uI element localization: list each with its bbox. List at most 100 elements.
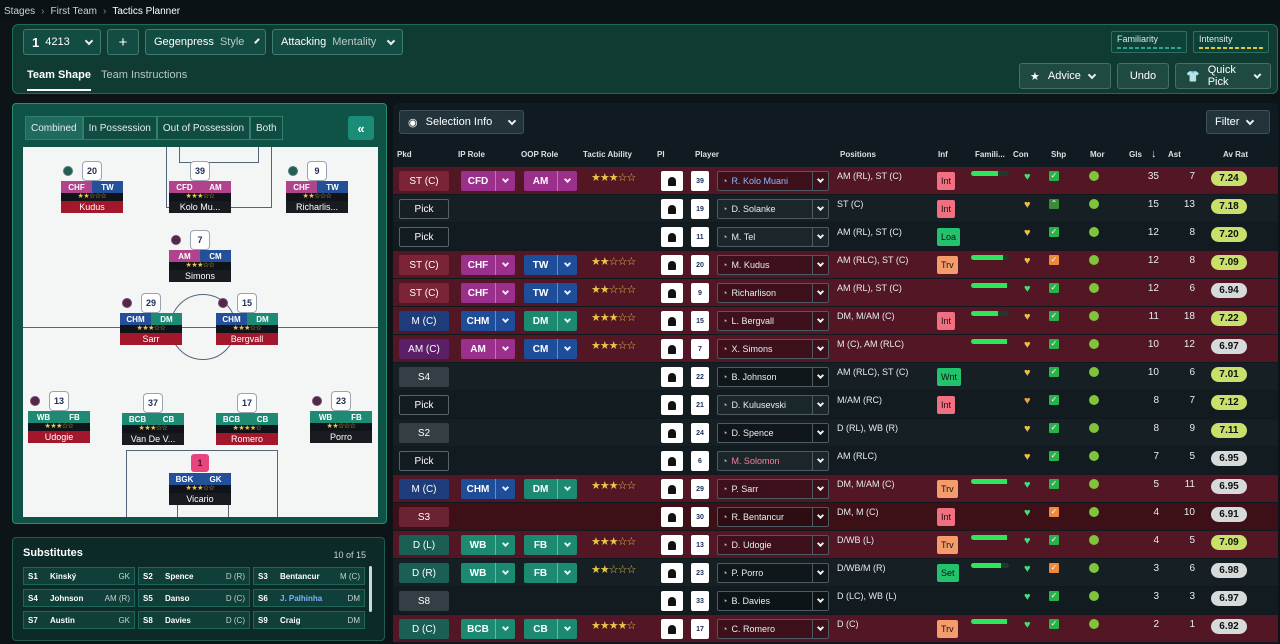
oop-role-select[interactable]: CM bbox=[524, 339, 577, 359]
table-row[interactable]: S2 24 ◔ D. Spence D (RL), WB (R) ♥ ✓ 8 9 7.11 bbox=[393, 419, 1278, 447]
ip-role-select[interactable]: CHF bbox=[461, 283, 515, 303]
familiarity-meter[interactable]: Familiarity bbox=[1111, 31, 1187, 53]
player-select[interactable]: ◔ R. Kolo Muani bbox=[717, 171, 829, 191]
player-select[interactable]: ◔ D. Udogie bbox=[717, 535, 829, 555]
table-row[interactable]: D (L) WB FB ★★★☆☆ 13 ◔ D. Udogie D/WB (L) Trv ♥ ✓ 4… bbox=[393, 531, 1278, 559]
filter-dropdown[interactable]: Filter bbox=[1206, 110, 1270, 134]
col-tactic-ability[interactable]: Tactic Ability bbox=[583, 150, 632, 159]
tab-team-shape[interactable]: Team Shape bbox=[27, 65, 91, 91]
table-row[interactable]: D (C) BCB CB ★★★★☆ 17 ◔ C. Romero D (C) Trv ♥ ✓ 2 1 6… bbox=[393, 615, 1278, 643]
player-instructions-button[interactable] bbox=[661, 227, 683, 247]
col-oop-role[interactable]: OOP Role bbox=[521, 150, 559, 159]
picked-position[interactable]: ST (C) bbox=[399, 171, 449, 191]
picked-position[interactable]: M (C) bbox=[399, 479, 449, 499]
pitch-player[interactable]: 17 BCB CB ★★★★☆ Romero bbox=[216, 394, 278, 445]
collapse-button[interactable]: « bbox=[348, 116, 374, 140]
table-row[interactable]: ST (C) CFD AM ★★★☆☆ 39 ◔ R. Kolo Muani AM (RL),… bbox=[393, 167, 1278, 195]
player-instructions-button[interactable] bbox=[661, 283, 683, 303]
pitch-player[interactable]: 23 WB FB ★★☆☆☆ Porro bbox=[310, 392, 372, 443]
table-row[interactable]: S3 30 ◔ R. Bentancur DM, M (C) Int ♥ ✓ 4 10 6.91 bbox=[393, 503, 1278, 531]
player-instructions-button[interactable] bbox=[661, 311, 683, 331]
col-inf[interactable]: Inf bbox=[938, 150, 948, 159]
col-positions[interactable]: Positions bbox=[840, 150, 877, 159]
tab-out-of-possession[interactable]: Out of Possession bbox=[156, 116, 251, 140]
player-instructions-button[interactable] bbox=[661, 423, 683, 443]
breadcrumb-first-team[interactable]: First Team bbox=[50, 5, 97, 17]
player-select[interactable]: ◔ D. Spence bbox=[717, 423, 829, 443]
ip-role-select[interactable]: BCB bbox=[461, 619, 515, 639]
col-mor[interactable]: Mor bbox=[1090, 150, 1105, 159]
player-select[interactable]: ◔ R. Bentancur bbox=[717, 507, 829, 527]
table-row[interactable]: D (R) WB FB ★★☆☆☆ 23 ◔ P. Porro D/WB/M (R) Set ♥ ✓… bbox=[393, 559, 1278, 587]
pitch-player[interactable]: 13 WB FB ★★★☆☆ Udogie bbox=[28, 392, 90, 443]
breadcrumb-stages[interactable]: Stages bbox=[4, 5, 36, 17]
player-instructions-button[interactable] bbox=[661, 535, 683, 555]
picked-position[interactable]: S3 bbox=[399, 507, 449, 527]
pitch-player[interactable]: 15 CHM DM ★★★☆☆ Bergvall bbox=[216, 294, 278, 345]
substitute-item[interactable]: S4 Johnson AM (R) bbox=[23, 589, 135, 607]
formation-dropdown[interactable]: 1 4213 bbox=[23, 29, 101, 55]
player-select[interactable]: ◔ P. Porro bbox=[717, 563, 829, 583]
player-select[interactable]: ◔ X. Simons bbox=[717, 339, 829, 359]
picked-position[interactable]: Pick bbox=[399, 227, 449, 247]
substitute-item[interactable]: S3 Bentancur M (C) bbox=[253, 567, 365, 585]
player-select[interactable]: ◔ B. Johnson bbox=[717, 367, 829, 387]
player-select[interactable]: ◔ M. Solomon bbox=[717, 451, 829, 471]
picked-position[interactable]: Pick bbox=[399, 199, 449, 219]
oop-role-select[interactable]: FB bbox=[524, 535, 577, 555]
player-instructions-button[interactable] bbox=[661, 255, 683, 275]
player-instructions-button[interactable] bbox=[661, 563, 683, 583]
tab-both[interactable]: Both bbox=[250, 116, 283, 140]
table-row[interactable]: ST (C) CHF TW ★★☆☆☆ 20 ◔ M. Kudus AM (RLC), ST … bbox=[393, 251, 1278, 279]
table-row[interactable]: AM (C) AM CM ★★★☆☆ 7 ◔ X. Simons M (C), AM (RLC… bbox=[393, 335, 1278, 363]
ip-role-select[interactable]: CHM bbox=[461, 479, 515, 499]
player-select[interactable]: ◔ M. Kudus bbox=[717, 255, 829, 275]
table-row[interactable]: S8 33 ◔ B. Davies D (LC), WB (L) ♥ ✓ 3 3 6.97 bbox=[393, 587, 1278, 615]
oop-role-select[interactable]: FB bbox=[524, 563, 577, 583]
ip-role-select[interactable]: CHF bbox=[461, 255, 515, 275]
tab-in-possession[interactable]: In Possession bbox=[82, 116, 157, 140]
picked-position[interactable]: Pick bbox=[399, 395, 449, 415]
table-row[interactable]: ST (C) CHF TW ★★☆☆☆ 9 ◔ Richarlison AM (RL), ST… bbox=[393, 279, 1278, 307]
player-select[interactable]: ◔ P. Sarr bbox=[717, 479, 829, 499]
player-instructions-button[interactable] bbox=[661, 395, 683, 415]
player-instructions-button[interactable] bbox=[661, 367, 683, 387]
player-instructions-button[interactable] bbox=[661, 507, 683, 527]
sort-down-icon[interactable]: ↓ bbox=[1151, 148, 1157, 160]
player-instructions-button[interactable] bbox=[661, 479, 683, 499]
oop-role-select[interactable]: TW bbox=[524, 283, 577, 303]
ip-role-select[interactable]: WB bbox=[461, 563, 515, 583]
pitch-player[interactable]: 7 AM CM ★★★☆☆ Simons bbox=[169, 231, 231, 282]
picked-position[interactable]: D (C) bbox=[399, 619, 449, 639]
selection-info-dropdown[interactable]: ◉ Selection Info bbox=[399, 110, 524, 134]
player-instructions-button[interactable] bbox=[661, 619, 683, 639]
col-gls[interactable]: Gls bbox=[1129, 150, 1142, 159]
ip-role-select[interactable]: CFD bbox=[461, 171, 515, 191]
pitch-player[interactable]: 20 CHF TW ★★☆☆☆ Kudus bbox=[61, 162, 123, 213]
advice-button[interactable]: ★ Advice bbox=[1019, 63, 1111, 89]
mentality-dropdown[interactable]: Attacking Mentality bbox=[272, 29, 403, 55]
tab-team-instructions[interactable]: Team Instructions bbox=[101, 69, 188, 81]
col-familiarity[interactable]: Famili... bbox=[975, 150, 1005, 159]
ip-role-select[interactable]: AM bbox=[461, 339, 515, 359]
col-av-rat[interactable]: Av Rat bbox=[1223, 150, 1249, 159]
substitute-item[interactable]: S8 Davies D (C) bbox=[138, 611, 250, 629]
table-row[interactable]: S4 22 ◔ B. Johnson AM (RLC), ST (C) Wnt ♥ ✓ 10 6 7… bbox=[393, 363, 1278, 391]
col-ip-role[interactable]: IP Role bbox=[458, 150, 485, 159]
table-row[interactable]: Pick 19 ◔ D. Solanke ST (C) Int ♥ ⌃ 15 13 7.18 bbox=[393, 195, 1278, 223]
substitute-item[interactable]: S6 J. Palhinha DM bbox=[253, 589, 365, 607]
picked-position[interactable]: S4 bbox=[399, 367, 449, 387]
ip-role-select[interactable]: CHM bbox=[461, 311, 515, 331]
intensity-meter[interactable]: Intensity bbox=[1193, 31, 1269, 53]
player-select[interactable]: ◔ D. Kulusevski bbox=[717, 395, 829, 415]
col-pi[interactable]: PI bbox=[657, 150, 665, 159]
substitutes-scrollbar[interactable] bbox=[369, 566, 372, 612]
picked-position[interactable]: D (L) bbox=[399, 535, 449, 555]
pitch-player[interactable]: 29 CHM DM ★★★☆☆ Sarr bbox=[120, 294, 182, 345]
picked-position[interactable]: S8 bbox=[399, 591, 449, 611]
col-shp[interactable]: Shp bbox=[1051, 150, 1067, 159]
col-player[interactable]: Player bbox=[695, 150, 720, 159]
table-row[interactable]: Pick 11 ◔ M. Tel AM (RL), ST (C) Loa ♥ ✓ 12 8 7.20 bbox=[393, 223, 1278, 251]
pitch-player[interactable]: 1 BGK GK ★★★☆☆ Vicario bbox=[169, 454, 231, 505]
oop-role-select[interactable]: AM bbox=[524, 171, 577, 191]
